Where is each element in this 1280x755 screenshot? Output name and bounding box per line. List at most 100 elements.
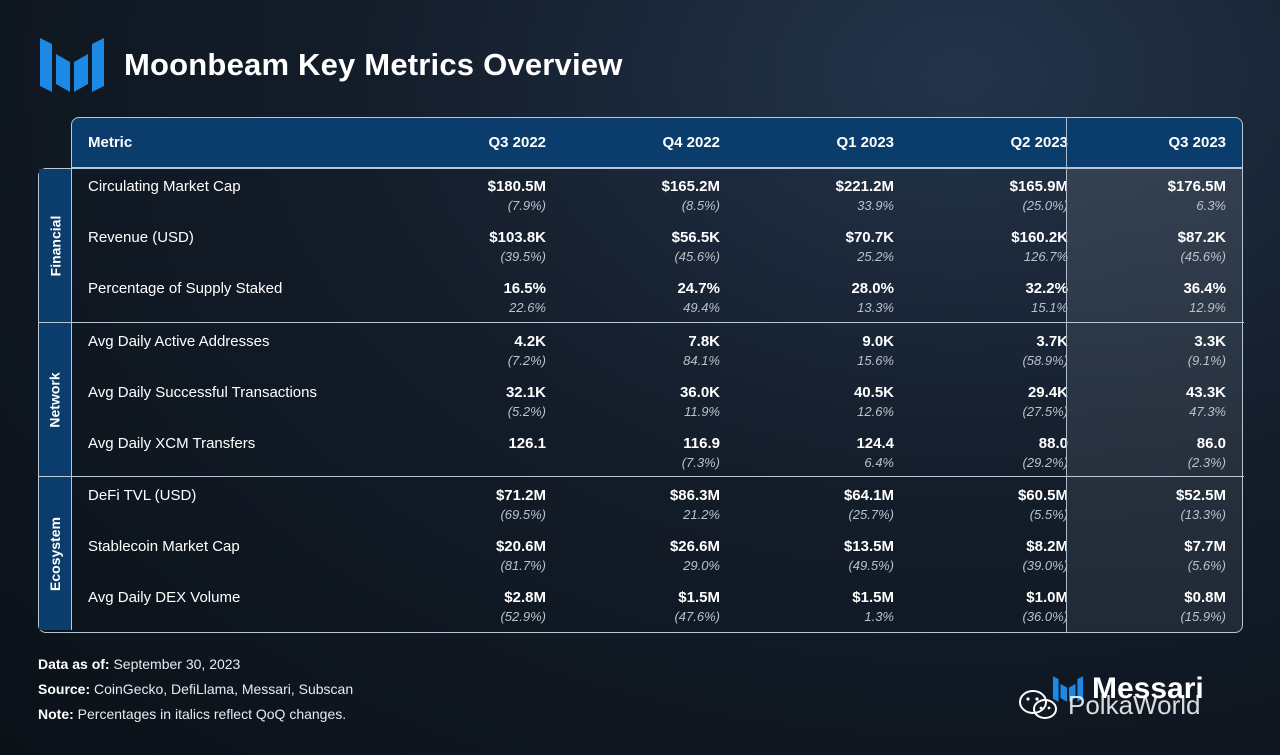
cell-change: (58.9%) xyxy=(1022,353,1068,368)
cell-value: $1.0M xyxy=(1026,589,1068,606)
cell-value: 3.3K xyxy=(1194,333,1226,350)
cell-change: (5.2%) xyxy=(507,404,546,419)
table-cell: 40.5K 12.6% xyxy=(720,375,894,422)
cell-change: 15.6% xyxy=(857,353,894,368)
source-note: Source: CoinGecko, DefiLlama, Messari, S… xyxy=(38,681,354,697)
table-row: Avg Daily XCM Transfers 126.1 116.9 (7.3%) 1… xyxy=(72,426,1244,477)
table-cell: 36.4% 12.9% xyxy=(1068,271,1242,318)
table-cell: $87.2K (45.6%) xyxy=(1068,220,1242,267)
cell-change: (7.3%) xyxy=(681,455,720,470)
column-header: Metric xyxy=(88,134,133,151)
section-label-text: Financial xyxy=(47,215,63,276)
cell-change: (29.2%) xyxy=(1022,455,1068,470)
cell-change: 6.3% xyxy=(1196,198,1226,213)
cell-change: 13.3% xyxy=(857,300,894,315)
messari-logo-icon xyxy=(1052,676,1084,702)
section-label: Ecosystem xyxy=(39,477,72,630)
cell-value: 32.2% xyxy=(1025,280,1068,297)
cell-change: (39.0%) xyxy=(1022,558,1068,573)
brand-name: Messari xyxy=(1092,672,1204,705)
cell-change: 29.0% xyxy=(683,558,720,573)
cell-change: 126.7% xyxy=(1023,249,1068,264)
cell-change: 11.9% xyxy=(684,404,720,419)
data-as-of: Data as of: September 30, 2023 xyxy=(38,656,241,672)
cell-value: 32.1K xyxy=(505,384,546,401)
cell-change: (39.5%) xyxy=(500,249,546,264)
metric-label: DeFi TVL (USD) xyxy=(88,487,197,504)
section-network: Network Avg Daily Active Addresses 4.2K (7.… xyxy=(39,322,1244,476)
watermark-text: PolkaWorld xyxy=(1068,689,1201,720)
cell-value: 116.9 xyxy=(683,435,720,452)
cell-value: $71.2M xyxy=(495,487,546,504)
section-ecosystem: Ecosystem DeFi TVL (USD) $71.2M (69.5%) $86.… xyxy=(39,476,1244,630)
table-row: Avg Daily Active Addresses 4.2K (7.2%) 7.8K… xyxy=(72,324,1244,375)
table-row: Revenue (USD) $103.8K (39.5%) $56.5K (45.6%)… xyxy=(72,220,1244,271)
messari-logo-icon xyxy=(40,38,104,92)
cell-change: (8.5%) xyxy=(681,198,720,213)
cell-value: $221.2M xyxy=(835,178,894,195)
cell-change: (25.0%) xyxy=(1022,198,1068,213)
table-cell: 3.3K (9.1%) xyxy=(1068,324,1242,371)
table-cell: $180.5M (7.9%) xyxy=(372,169,546,216)
table-cell: $160.2K 126.7% xyxy=(894,220,1068,267)
brand: Messari xyxy=(1052,672,1204,706)
table-cell: $56.5K (45.6%) xyxy=(546,220,720,267)
cell-change: (5.6%) xyxy=(1187,558,1226,573)
cell-change: (13.3%) xyxy=(1180,507,1226,522)
metric-label: Avg Daily Active Addresses xyxy=(88,333,270,350)
section-financial: Financial Circulating Market Cap $180.5M (7… xyxy=(39,169,1244,322)
cell-value: 88.0 xyxy=(1038,435,1068,452)
cell-change: 84.1% xyxy=(683,353,720,368)
header: Moonbeam Key Metrics Overview xyxy=(38,30,623,100)
column-header: Q3 2022 xyxy=(488,134,546,151)
cell-change: (45.6%) xyxy=(1180,249,1226,264)
column-header: Q3 2023 xyxy=(1168,134,1226,151)
table-cell: 43.3K 47.3% xyxy=(1068,375,1242,422)
metric-label: Stablecoin Market Cap xyxy=(88,538,240,555)
cell-change: (15.9%) xyxy=(1180,609,1226,624)
column-header: Q1 2023 xyxy=(836,134,894,151)
cell-value: 126.1 xyxy=(508,435,546,452)
cell-change: 15.1% xyxy=(1031,300,1068,315)
cell-value: 36.0K xyxy=(679,384,720,401)
table-cell: $165.9M (25.0%) xyxy=(894,169,1068,216)
cell-value: $56.5K xyxy=(671,229,720,246)
cell-value: 43.3K xyxy=(1185,384,1226,401)
column-header: Q2 2023 xyxy=(1010,134,1068,151)
table-cell: $2.8M (52.9%) xyxy=(372,580,546,627)
cell-value: 9.0K xyxy=(862,333,894,350)
cell-value: 24.7% xyxy=(677,280,720,297)
cell-value: $103.8K xyxy=(489,229,546,246)
cell-change: 6.4% xyxy=(864,455,894,470)
cell-value: 36.4% xyxy=(1183,280,1226,297)
cell-value: 16.5% xyxy=(503,280,546,297)
table-cell: 24.7% 49.4% xyxy=(546,271,720,318)
cell-change: (52.9%) xyxy=(500,609,546,624)
table-cell: 88.0 (29.2%) xyxy=(894,426,1068,473)
table-cell: $20.6M (81.7%) xyxy=(372,529,546,576)
metrics-table: Financial Circulating Market Cap $180.5M (7… xyxy=(38,117,1244,633)
cell-change: (49.5%) xyxy=(848,558,894,573)
table-cell: $176.5M 6.3% xyxy=(1068,169,1242,216)
table-cell: $8.2M (39.0%) xyxy=(894,529,1068,576)
cell-change: (7.9%) xyxy=(507,198,546,213)
section-label-text: Ecosystem xyxy=(47,516,63,591)
cell-value: $1.5M xyxy=(678,589,720,606)
table-cell: $0.8M (15.9%) xyxy=(1068,580,1242,627)
column-header: Q4 2022 xyxy=(662,134,720,151)
cell-value: $64.1M xyxy=(843,487,894,504)
cell-change: (45.6%) xyxy=(674,249,720,264)
table-cell: 124.4 6.4% xyxy=(720,426,894,473)
cell-value: $0.8M xyxy=(1184,589,1226,606)
cell-change: (27.5%) xyxy=(1022,404,1068,419)
cell-change: (2.3%) xyxy=(1187,455,1226,470)
table-cell: 32.2% 15.1% xyxy=(894,271,1068,318)
table-cell: 116.9 (7.3%) xyxy=(546,426,720,473)
cell-value: 86.0 xyxy=(1196,435,1226,452)
cell-value: 4.2K xyxy=(514,333,546,350)
cell-change xyxy=(372,455,546,473)
cell-value: 29.4K xyxy=(1027,384,1068,401)
column-divider xyxy=(1066,117,1067,633)
table-row: Stablecoin Market Cap $20.6M (81.7%) $26.6M… xyxy=(72,529,1244,580)
table-body: Financial Circulating Market Cap $180.5M (7… xyxy=(38,168,1244,633)
